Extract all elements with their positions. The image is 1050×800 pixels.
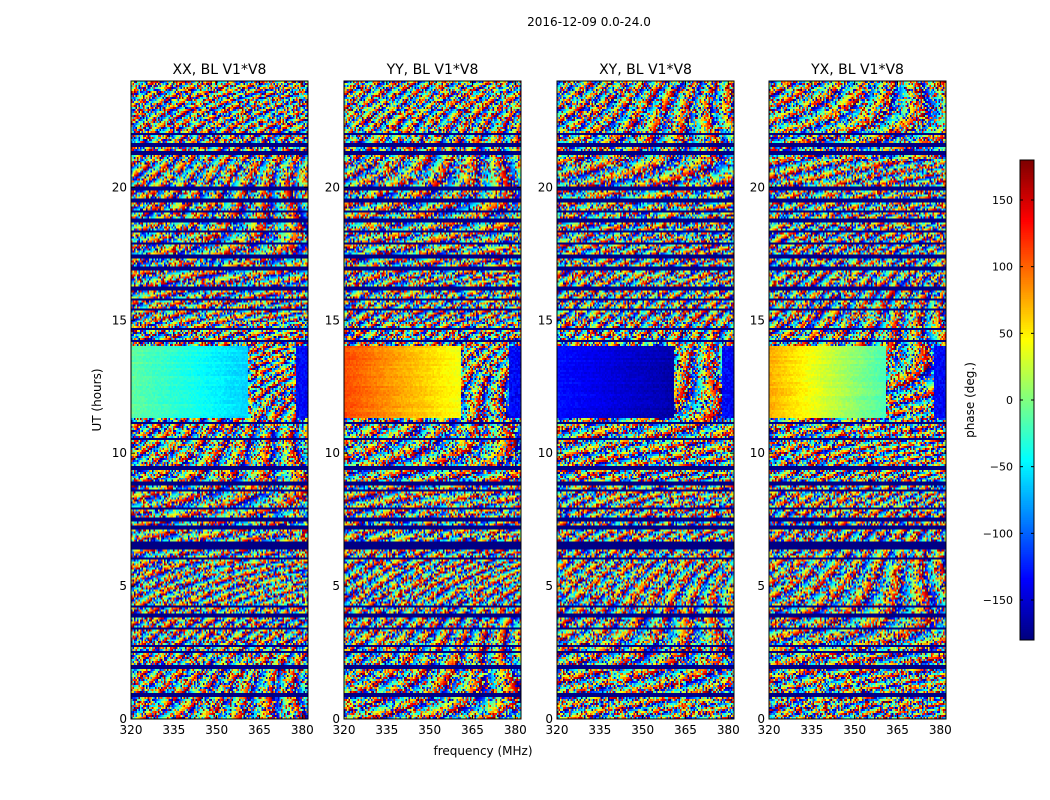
y-tick-label: 20 [750, 180, 765, 194]
colorbar-tick-label: 50 [999, 327, 1013, 340]
panel-2: YY, BL V1*V8 320 335 350 365 380 0 5 10 15 20 [325, 62, 527, 737]
y-tick-label: 10 [750, 446, 765, 460]
x-tick-label: 335 [800, 723, 823, 737]
x-tick-label: 320 [333, 723, 356, 737]
colorbar-tick-label: 150 [992, 194, 1013, 207]
heatmap-image [557, 81, 734, 719]
x-tick-label: 380 [929, 723, 952, 737]
y-tick-label: 15 [750, 313, 765, 327]
y-tick-label: 5 [119, 579, 127, 593]
x-tick-label: 350 [631, 723, 654, 737]
plot-frame [556, 80, 735, 720]
x-tick-label: 365 [674, 723, 697, 737]
y-tick-label: 10 [112, 446, 127, 460]
x-tick-label: 365 [886, 723, 909, 737]
x-tick-label: 350 [843, 723, 866, 737]
x-tick-label: 365 [461, 723, 484, 737]
heatmap-image [769, 81, 946, 719]
x-tick-label: 320 [546, 723, 569, 737]
y-tick-label: 15 [112, 313, 127, 327]
x-tick-label: 350 [205, 723, 228, 737]
x-tick-label: 365 [248, 723, 271, 737]
x-tick-label: 350 [418, 723, 441, 737]
colorbar-gradient [1020, 160, 1034, 640]
panel-title: YY, BL V1*V8 [386, 62, 479, 78]
x-axis-label: frequency (MHz) [433, 744, 532, 758]
y-tick-label: 5 [332, 579, 340, 593]
x-tick-label: 335 [588, 723, 611, 737]
y-tick-label: 5 [545, 579, 553, 593]
panel-3: XY, BL V1*V8 320 335 350 365 380 0 5 10 15 20 [538, 62, 740, 737]
y-tick-label: 15 [325, 313, 340, 327]
y-tick-label: 15 [538, 313, 553, 327]
y-tick-label: 20 [538, 180, 553, 194]
y-axis-label: UT (hours) [90, 368, 104, 431]
y-tick-label: 5 [757, 579, 765, 593]
heatmap-image [131, 81, 308, 719]
y-tick-label: 10 [325, 446, 340, 460]
y-tick-label: 0 [332, 712, 340, 726]
y-tick-label: 20 [325, 180, 340, 194]
x-tick-label: 380 [291, 723, 314, 737]
x-tick-label: 380 [717, 723, 740, 737]
colorbar-tick-label: −150 [983, 594, 1013, 607]
colorbar: −150 −100 −50 0 50 100 150 [983, 159, 1035, 641]
y-tick-label: 20 [112, 180, 127, 194]
x-tick-label: 335 [375, 723, 398, 737]
x-tick-label: 320 [758, 723, 781, 737]
colorbar-tick-label: −100 [983, 527, 1013, 540]
y-tick-label: 10 [538, 446, 553, 460]
panel-title: XY, BL V1*V8 [599, 62, 692, 78]
plot-frame [343, 80, 522, 720]
plot-frame [768, 80, 947, 720]
colorbar-tick-label: 100 [992, 261, 1013, 274]
colorbar-tick-label: 0 [1006, 394, 1013, 407]
y-tick-label: 0 [119, 712, 127, 726]
y-tick-label: 0 [545, 712, 553, 726]
panel-title: YX, BL V1*V8 [810, 62, 904, 78]
colorbar-tick-label: −50 [990, 461, 1013, 474]
plot-frame [130, 80, 309, 720]
x-tick-label: 320 [120, 723, 143, 737]
x-tick-label: 335 [162, 723, 185, 737]
figure-title: 2016-12-09 0.0-24.0 [527, 15, 651, 29]
y-tick-label: 0 [757, 712, 765, 726]
panel-title: XX, BL V1*V8 [173, 62, 267, 78]
panel-4: YX, BL V1*V8 320 335 350 365 380 0 5 10 15 20 [750, 62, 952, 737]
panel-1: XX, BL V1*V8 320 335 350 365 380 0 5 10 15 20 [112, 62, 314, 737]
x-tick-label: 380 [504, 723, 527, 737]
colorbar-label: phase (deg.) [963, 362, 977, 438]
heatmap-image [344, 81, 521, 719]
